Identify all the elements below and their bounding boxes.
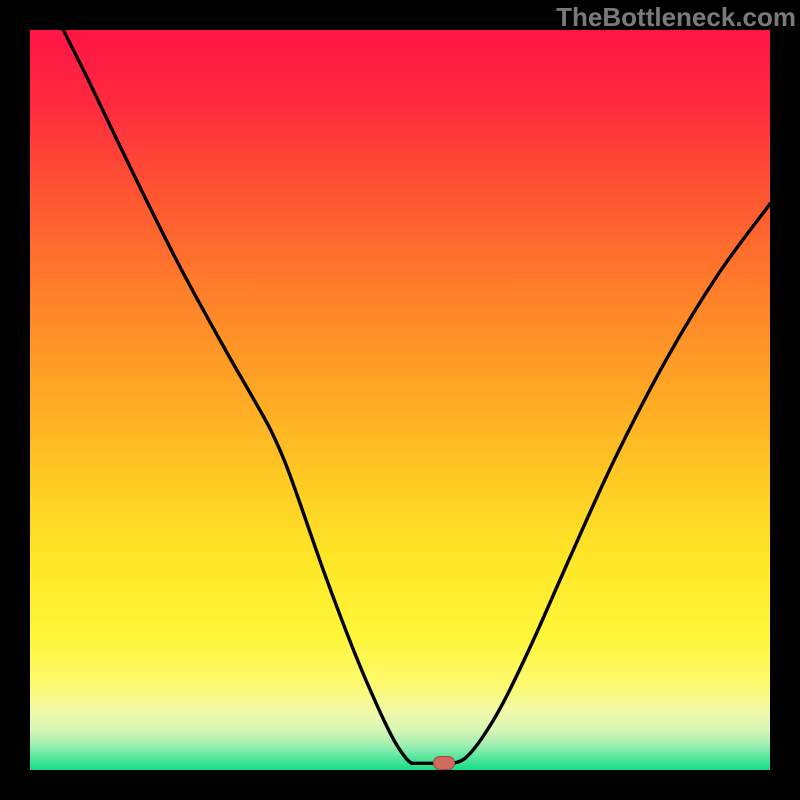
curve-segment-0 [63, 30, 412, 763]
curve-segment-2 [453, 204, 770, 763]
watermark-text: TheBottleneck.com [556, 2, 796, 33]
bottleneck-curve [0, 0, 800, 800]
optimal-point-marker [433, 756, 455, 770]
